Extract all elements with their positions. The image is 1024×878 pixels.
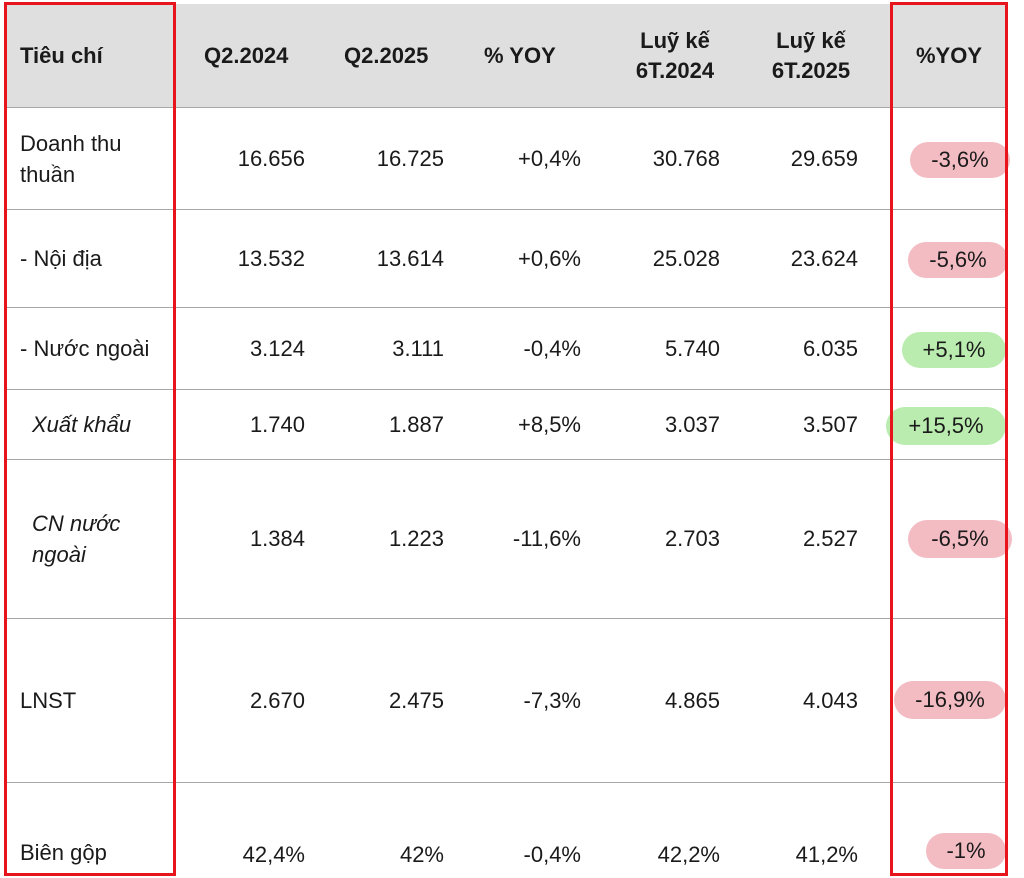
header-cumulative-2025-line2: 6T.2025: [771, 57, 851, 83]
cell-q2-2025: 1.887: [388, 411, 444, 437]
cell-cumulative-2025: 4.043: [802, 687, 858, 713]
annotation-box-yoy-column: [890, 2, 1008, 876]
cell-q2-2025: 3.111: [392, 335, 444, 361]
table-row: CN nước ngoài 1.384 1.223 -11,6% 2.703 2…: [4, 459, 1012, 618]
table-header: Tiêu chí Q2.2024 Q2.2025 % YOY Luỹ kế 6T.…: [4, 4, 1006, 107]
cell-yoy-cumulative-highlight: -3,6%: [910, 142, 1010, 178]
row-label: LNST: [20, 688, 77, 713]
header-q2-2025: Q2.2025: [344, 42, 429, 68]
row-label: Doanh thu thuần: [20, 130, 122, 187]
row-label: - Nước ngoài: [20, 336, 150, 361]
financial-results-table: Tiêu chí Q2.2024 Q2.2025 % YOY Luỹ kế 6T.…: [4, 4, 1012, 874]
cell-q2-2024: 2.670: [249, 687, 305, 713]
cell-q2-2024: 1.740: [249, 411, 305, 437]
row-label: Biên gộp: [20, 840, 107, 865]
cell-yoy: -0,4%: [523, 842, 581, 867]
cell-yoy-cumulative-highlight: -1%: [926, 833, 1006, 869]
header-yoy: % YOY: [484, 42, 556, 68]
cell-cumulative-2025: 41,2%: [795, 842, 858, 867]
cell-cumulative-2025: 2.527: [802, 526, 858, 551]
cell-q2-2025: 2.475: [388, 687, 444, 713]
row-label: Xuất khẩu: [32, 412, 132, 437]
cell-yoy-cumulative-highlight: +15,5%: [886, 407, 1006, 445]
cell-yoy: +0,6%: [518, 245, 581, 271]
cell-q2-2025: 1.223: [388, 526, 444, 551]
table-row: Xuất khẩu 1.740 1.887 +8,5% 3.037 3.507 …: [4, 389, 1006, 459]
header-cumulative-2024-line2: 6T.2024: [635, 57, 715, 83]
cell-q2-2024: 16.656: [237, 145, 305, 171]
cell-q2-2024: 3.124: [249, 335, 305, 361]
table-row: LNST 2.670 2.475 -7,3% 4.865 4.043 -16,9…: [4, 618, 1006, 782]
cell-q2-2025: 16.725: [376, 145, 444, 171]
cell-yoy: -0,4%: [523, 335, 581, 361]
cell-cumulative-2025: 29.659: [790, 145, 858, 171]
header-cumulative-2025: Luỹ kế 6T.2025: [756, 4, 866, 107]
header-cumulative-2024-line1: Luỹ kế: [640, 27, 710, 53]
cell-yoy-cumulative-highlight: +5,1%: [902, 332, 1006, 368]
cell-cumulative-2025: 6.035: [802, 335, 858, 361]
cell-yoy: +0,4%: [518, 145, 581, 171]
table-row: Doanh thu thuần 16.656 16.725 +0,4% 30.7…: [4, 107, 1010, 209]
cell-cumulative-2024: 4.865: [664, 687, 720, 713]
cell-cumulative-2024: 2.703: [664, 526, 720, 551]
header-criteria: Tiêu chí: [20, 43, 103, 68]
table-row: Biên gộp 42,4% 42% -0,4% 42,2% 41,2% -1%: [4, 782, 1006, 874]
row-label: - Nội địa: [20, 246, 102, 271]
table-row: - Nội địa 13.532 13.614 +0,6% 25.028 23.…: [4, 209, 1008, 307]
cell-yoy: +8,5%: [518, 411, 581, 437]
table-row: - Nước ngoài 3.124 3.111 -0,4% 5.740 6.0…: [4, 307, 1006, 389]
cell-yoy-cumulative-highlight: -6,5%: [908, 520, 1012, 558]
cell-q2-2024: 42,4%: [242, 842, 305, 867]
header-q2-2024: Q2.2024: [204, 42, 289, 68]
row-label: CN nước ngoài: [32, 511, 121, 567]
cell-cumulative-2025: 23.624: [790, 245, 858, 271]
cell-q2-2024: 13.532: [237, 245, 305, 271]
cell-cumulative-2024: 3.037: [664, 411, 720, 437]
cell-cumulative-2024: 42,2%: [657, 842, 720, 867]
header-cumulative-2024: Luỹ kế 6T.2024: [620, 4, 730, 107]
cell-cumulative-2024: 30.768: [652, 145, 720, 171]
cell-yoy: -7,3%: [523, 687, 581, 713]
cell-cumulative-2025: 3.507: [802, 411, 858, 437]
cell-yoy-cumulative-highlight: -5,6%: [908, 242, 1008, 278]
header-cumulative-2025-line1: Luỹ kế: [776, 27, 846, 53]
header-yoy-cumulative: %YOY: [915, 42, 983, 68]
cell-cumulative-2024: 25.028: [652, 245, 720, 271]
annotation-box-criteria-column: [4, 2, 176, 876]
cell-q2-2025: 42%: [399, 842, 444, 867]
cell-q2-2024: 1.384: [249, 526, 305, 551]
cell-yoy-cumulative-highlight: -16,9%: [894, 681, 1006, 719]
cell-cumulative-2024: 5.740: [664, 335, 720, 361]
cell-q2-2025: 13.614: [376, 245, 444, 271]
cell-yoy: -11,6%: [512, 526, 581, 551]
